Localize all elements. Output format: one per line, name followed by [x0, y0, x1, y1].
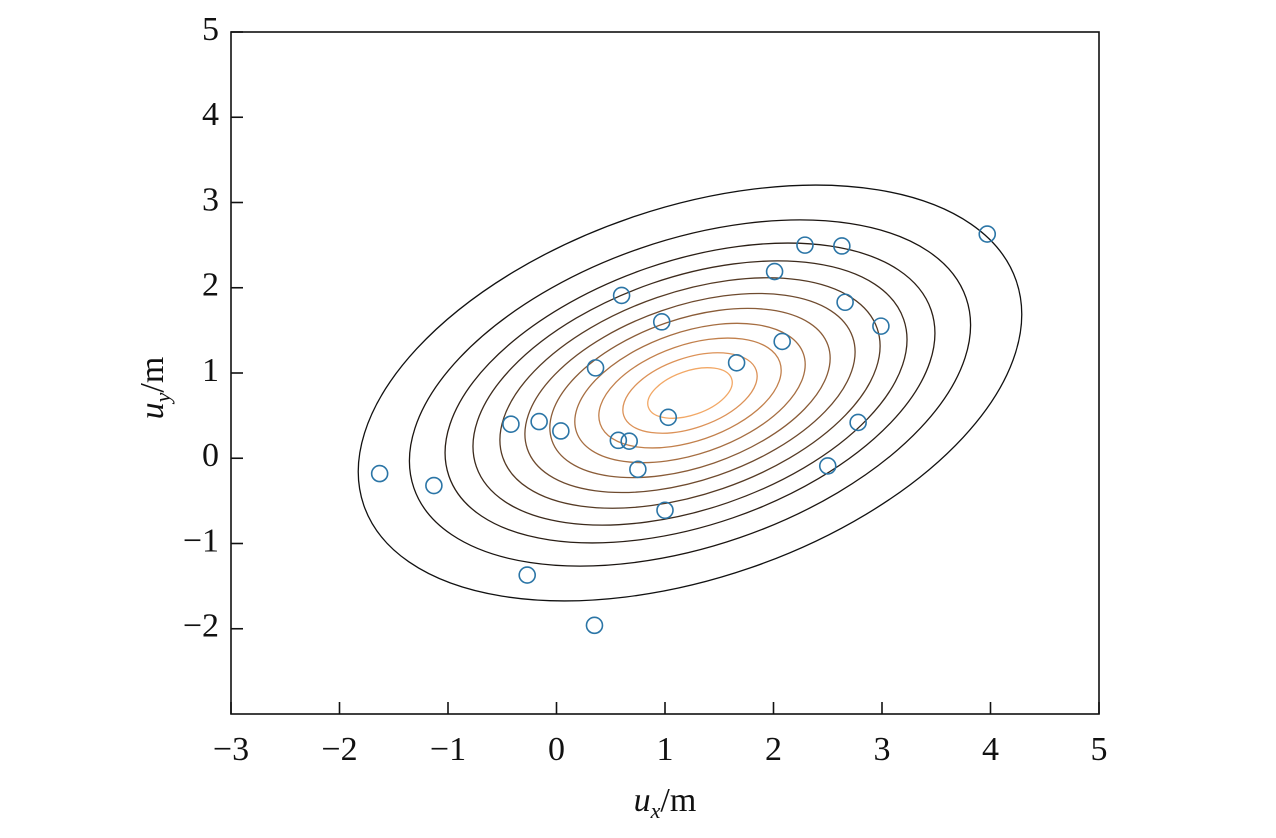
- scatter-point: [836, 293, 854, 312]
- contour: [574, 322, 806, 464]
- scatter-point: [652, 313, 671, 331]
- scatter-point: [872, 317, 890, 335]
- y-tick-label: 4: [202, 96, 219, 133]
- x-tick-label: −2: [321, 731, 357, 768]
- x-tick-label: 0: [548, 731, 565, 768]
- scatter-point: [659, 408, 678, 427]
- y-tick-label: 0: [202, 437, 219, 474]
- y-tick-label: 3: [202, 181, 219, 218]
- scatter-point: [765, 262, 784, 281]
- scatter-point: [727, 353, 746, 372]
- x-tick-label: 3: [874, 731, 891, 768]
- x-label-unit: /m: [660, 782, 696, 819]
- contour: [622, 352, 758, 434]
- scatter-point: [502, 415, 520, 433]
- density-contours: [357, 184, 1023, 602]
- contour: [444, 242, 936, 544]
- x-tick-label: 1: [657, 731, 674, 768]
- contour: [524, 292, 856, 494]
- y-tick-label: 5: [202, 11, 219, 48]
- y-axis-label: uy/m: [134, 357, 175, 420]
- scatter-point: [629, 460, 647, 479]
- contour: [357, 184, 1023, 602]
- x-tick-label: −1: [430, 731, 466, 768]
- x-label-subscript: x: [650, 798, 661, 823]
- scatter-point: [552, 422, 570, 440]
- scatter-point: [530, 412, 548, 431]
- plot-frame: [230, 31, 1100, 715]
- contour: [549, 307, 831, 479]
- scatter-point: [612, 286, 631, 305]
- scatter-point: [978, 225, 997, 243]
- scatter-point: [849, 413, 867, 432]
- x-tick-label: −3: [213, 731, 249, 768]
- contour: [598, 337, 782, 449]
- contour: [499, 277, 881, 509]
- x-tick-label: 5: [1091, 731, 1108, 768]
- scatter-point: [656, 501, 674, 520]
- contour: [647, 367, 733, 419]
- y-tick-label: 1: [202, 352, 219, 389]
- scatter-point: [370, 464, 389, 483]
- scatter-point: [586, 359, 605, 377]
- x-tick-label: 4: [982, 731, 999, 768]
- scatter-point: [833, 237, 851, 255]
- y-tick-label: 2: [202, 267, 219, 304]
- x-axis-label: ux/m: [634, 782, 697, 823]
- scatter-point: [518, 566, 537, 584]
- scatter-point: [620, 432, 638, 451]
- x-tick-label: 2: [765, 731, 782, 768]
- contour: [408, 219, 972, 567]
- y-label-subscript: y: [150, 392, 175, 404]
- scatter-point: [585, 616, 604, 635]
- contour: [472, 260, 908, 526]
- scatter-point: [773, 332, 791, 351]
- scatter-point: [796, 236, 814, 254]
- x-label-symbol: u: [634, 782, 651, 819]
- scatter-point: [818, 457, 837, 475]
- y-tick-label: −1: [183, 522, 219, 559]
- scatter-point: [425, 476, 443, 495]
- y-label-unit: /m: [134, 357, 171, 393]
- scatter-point: [609, 431, 628, 450]
- y-label-symbol: u: [134, 402, 171, 419]
- y-tick-label: −2: [183, 608, 219, 645]
